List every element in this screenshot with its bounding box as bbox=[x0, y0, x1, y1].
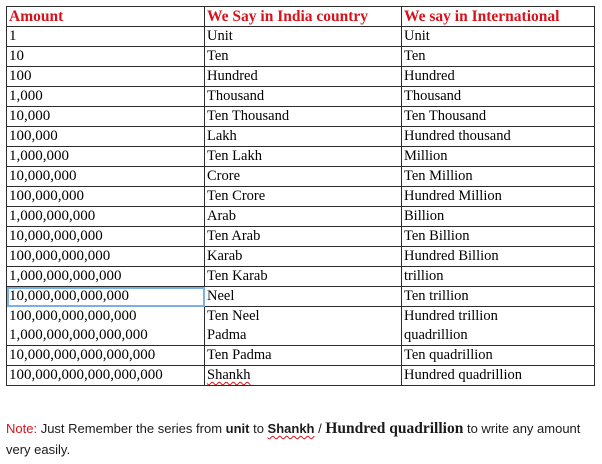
international-name-cell[interactable]: Hundred trillion quadrillion bbox=[401, 306, 595, 346]
india-name-cell-line: Padma bbox=[207, 327, 247, 343]
note-text-4: to write any amount very easily. bbox=[6, 421, 581, 457]
note-unit: unit bbox=[225, 421, 250, 436]
table-header-row: Amount We Say in India country We say in… bbox=[6, 6, 595, 27]
india-name-cell[interactable]: Hundred bbox=[204, 66, 402, 87]
india-name-cell[interactable]: Thousand bbox=[204, 86, 402, 107]
amount-cell[interactable]: 10,000,000 bbox=[6, 166, 205, 187]
india-name-cell-line: Ten Neel bbox=[207, 308, 260, 324]
table-row: 10,000,000,000,000 Neel Ten trillion bbox=[6, 286, 595, 307]
table-row: 1,000,000,000,000 Ten Karab trillion bbox=[6, 266, 595, 287]
international-name-cell-line: quadrillion bbox=[404, 327, 468, 343]
international-name-cell[interactable]: Ten bbox=[401, 46, 595, 67]
amount-cell[interactable]: 100,000,000,000,000 1,000,000,000,000,000 bbox=[6, 306, 205, 346]
amount-cell[interactable]: 1 bbox=[6, 26, 205, 47]
india-name-cell[interactable]: Ten bbox=[204, 46, 402, 67]
table-row: 10 Ten Ten bbox=[6, 46, 595, 67]
international-name-cell[interactable]: Billion bbox=[401, 206, 595, 227]
amount-cell[interactable]: 10,000,000,000,000,000 bbox=[6, 345, 205, 366]
number-names-table: Amount We Say in India country We say in… bbox=[6, 6, 595, 386]
note-hundred-quadrillion: Hundred quadrillion bbox=[325, 420, 464, 437]
table-body: 1 Unit Unit 10 Ten Ten 100 Hundred Hundred 1,000 T… bbox=[6, 26, 595, 386]
international-name-cell[interactable]: Ten quadrillion bbox=[401, 345, 595, 366]
amount-cell[interactable]: 100,000,000 bbox=[6, 186, 205, 207]
india-name-cell[interactable]: Ten Crore bbox=[204, 186, 402, 207]
international-name-cell[interactable]: Hundred Million bbox=[401, 186, 595, 207]
amount-cell[interactable]: 1,000,000,000,000 bbox=[6, 266, 205, 287]
table-row: 100 Hundred Hundred bbox=[6, 66, 595, 87]
amount-cell[interactable]: 100,000 bbox=[6, 126, 205, 147]
header-international[interactable]: We say in International bbox=[401, 6, 595, 27]
international-name-cell[interactable]: Hundred Billion bbox=[401, 246, 595, 267]
table-row: 1,000,000 Ten Lakh Million bbox=[6, 146, 595, 167]
international-name-cell[interactable]: Unit bbox=[401, 26, 595, 47]
table-row: 10,000 Ten Thousand Ten Thousand bbox=[6, 106, 595, 127]
india-name-cell[interactable]: Ten Arab bbox=[204, 226, 402, 247]
india-name-cell[interactable]: Arab bbox=[204, 206, 402, 227]
table-row: 100,000,000,000,000,000 Shankh Hundred qua… bbox=[6, 365, 595, 386]
india-name-cell[interactable]: Neel bbox=[204, 286, 402, 307]
table-row: 1 Unit Unit bbox=[6, 26, 595, 47]
india-name-cell[interactable]: Crore bbox=[204, 166, 402, 187]
header-amount[interactable]: Amount bbox=[6, 6, 205, 27]
international-name-cell[interactable]: Ten Million bbox=[401, 166, 595, 187]
amount-cell[interactable]: 10 bbox=[6, 46, 205, 67]
amount-cell[interactable]: 1,000,000 bbox=[6, 146, 205, 167]
india-name-cell[interactable]: Karab bbox=[204, 246, 402, 267]
india-name-text: Shankh bbox=[207, 367, 251, 383]
table-row: 1,000 Thousand Thousand bbox=[6, 86, 595, 107]
amount-cell[interactable]: 100 bbox=[6, 66, 205, 87]
international-name-cell[interactable]: trillion bbox=[401, 266, 595, 287]
amount-cell[interactable]: 1,000 bbox=[6, 86, 205, 107]
amount-cell[interactable]: 10,000,000,000,000 bbox=[6, 286, 205, 307]
amount-cell[interactable]: 10,000 bbox=[6, 106, 205, 127]
table-row: 1,000,000,000 Arab Billion bbox=[6, 206, 595, 227]
amount-cell[interactable]: 10,000,000,000 bbox=[6, 226, 205, 247]
table-row: 100,000,000,000 Karab Hundred Billion bbox=[6, 246, 595, 267]
note-text-2: to bbox=[249, 421, 268, 436]
table-row-merged: 100,000,000,000,000 1,000,000,000,000,000… bbox=[6, 306, 595, 346]
india-name-cell[interactable]: Unit bbox=[204, 26, 402, 47]
india-name-cell[interactable]: Ten Padma bbox=[204, 345, 402, 366]
table-row: 10,000,000,000 Ten Arab Ten Billion bbox=[6, 226, 595, 247]
international-name-cell[interactable]: Ten trillion bbox=[401, 286, 595, 307]
india-name-cell[interactable]: Ten Neel Padma bbox=[204, 306, 402, 346]
india-name-cell[interactable]: Ten Thousand bbox=[204, 106, 402, 127]
note-paragraph: Note: Just Remember the series from unit… bbox=[6, 418, 596, 460]
note-text-1: Just Remember the series from bbox=[37, 421, 226, 436]
india-name-cell[interactable]: Shankh bbox=[204, 365, 402, 386]
india-name-cell[interactable]: Lakh bbox=[204, 126, 402, 147]
table-row: 100,000 Lakh Hundred thousand bbox=[6, 126, 595, 147]
international-name-cell[interactable]: Thousand bbox=[401, 86, 595, 107]
note-shankh: Shankh bbox=[267, 421, 315, 436]
international-name-cell[interactable]: Hundred quadrillion bbox=[401, 365, 595, 386]
amount-cell[interactable]: 1,000,000,000 bbox=[6, 206, 205, 227]
india-name-cell[interactable]: Ten Lakh bbox=[204, 146, 402, 167]
amount-cell-line: 100,000,000,000,000 bbox=[9, 308, 137, 324]
international-name-cell-line: Hundred trillion bbox=[404, 308, 498, 324]
international-name-cell[interactable]: Ten Thousand bbox=[401, 106, 595, 127]
international-name-cell[interactable]: Hundred bbox=[401, 66, 595, 87]
international-name-cell[interactable]: Million bbox=[401, 146, 595, 167]
international-name-cell[interactable]: Hundred thousand bbox=[401, 126, 595, 147]
amount-cell[interactable]: 100,000,000,000,000,000 bbox=[6, 365, 205, 386]
note-text-3: / bbox=[314, 421, 326, 436]
international-name-cell[interactable]: Ten Billion bbox=[401, 226, 595, 247]
amount-cell-line: 1,000,000,000,000,000 bbox=[9, 327, 148, 343]
india-name-text: Ten Padma bbox=[207, 347, 272, 363]
table-row: 10,000,000,000,000,000 Ten Padma Ten quadr… bbox=[6, 345, 595, 366]
india-name-cell[interactable]: Ten Karab bbox=[204, 266, 402, 287]
table-row: 100,000,000 Ten Crore Hundred Million bbox=[6, 186, 595, 207]
table-row: 10,000,000 Crore Ten Million bbox=[6, 166, 595, 187]
amount-cell[interactable]: 100,000,000,000 bbox=[6, 246, 205, 267]
header-india[interactable]: We Say in India country bbox=[204, 6, 402, 27]
note-label: Note: bbox=[6, 421, 38, 436]
